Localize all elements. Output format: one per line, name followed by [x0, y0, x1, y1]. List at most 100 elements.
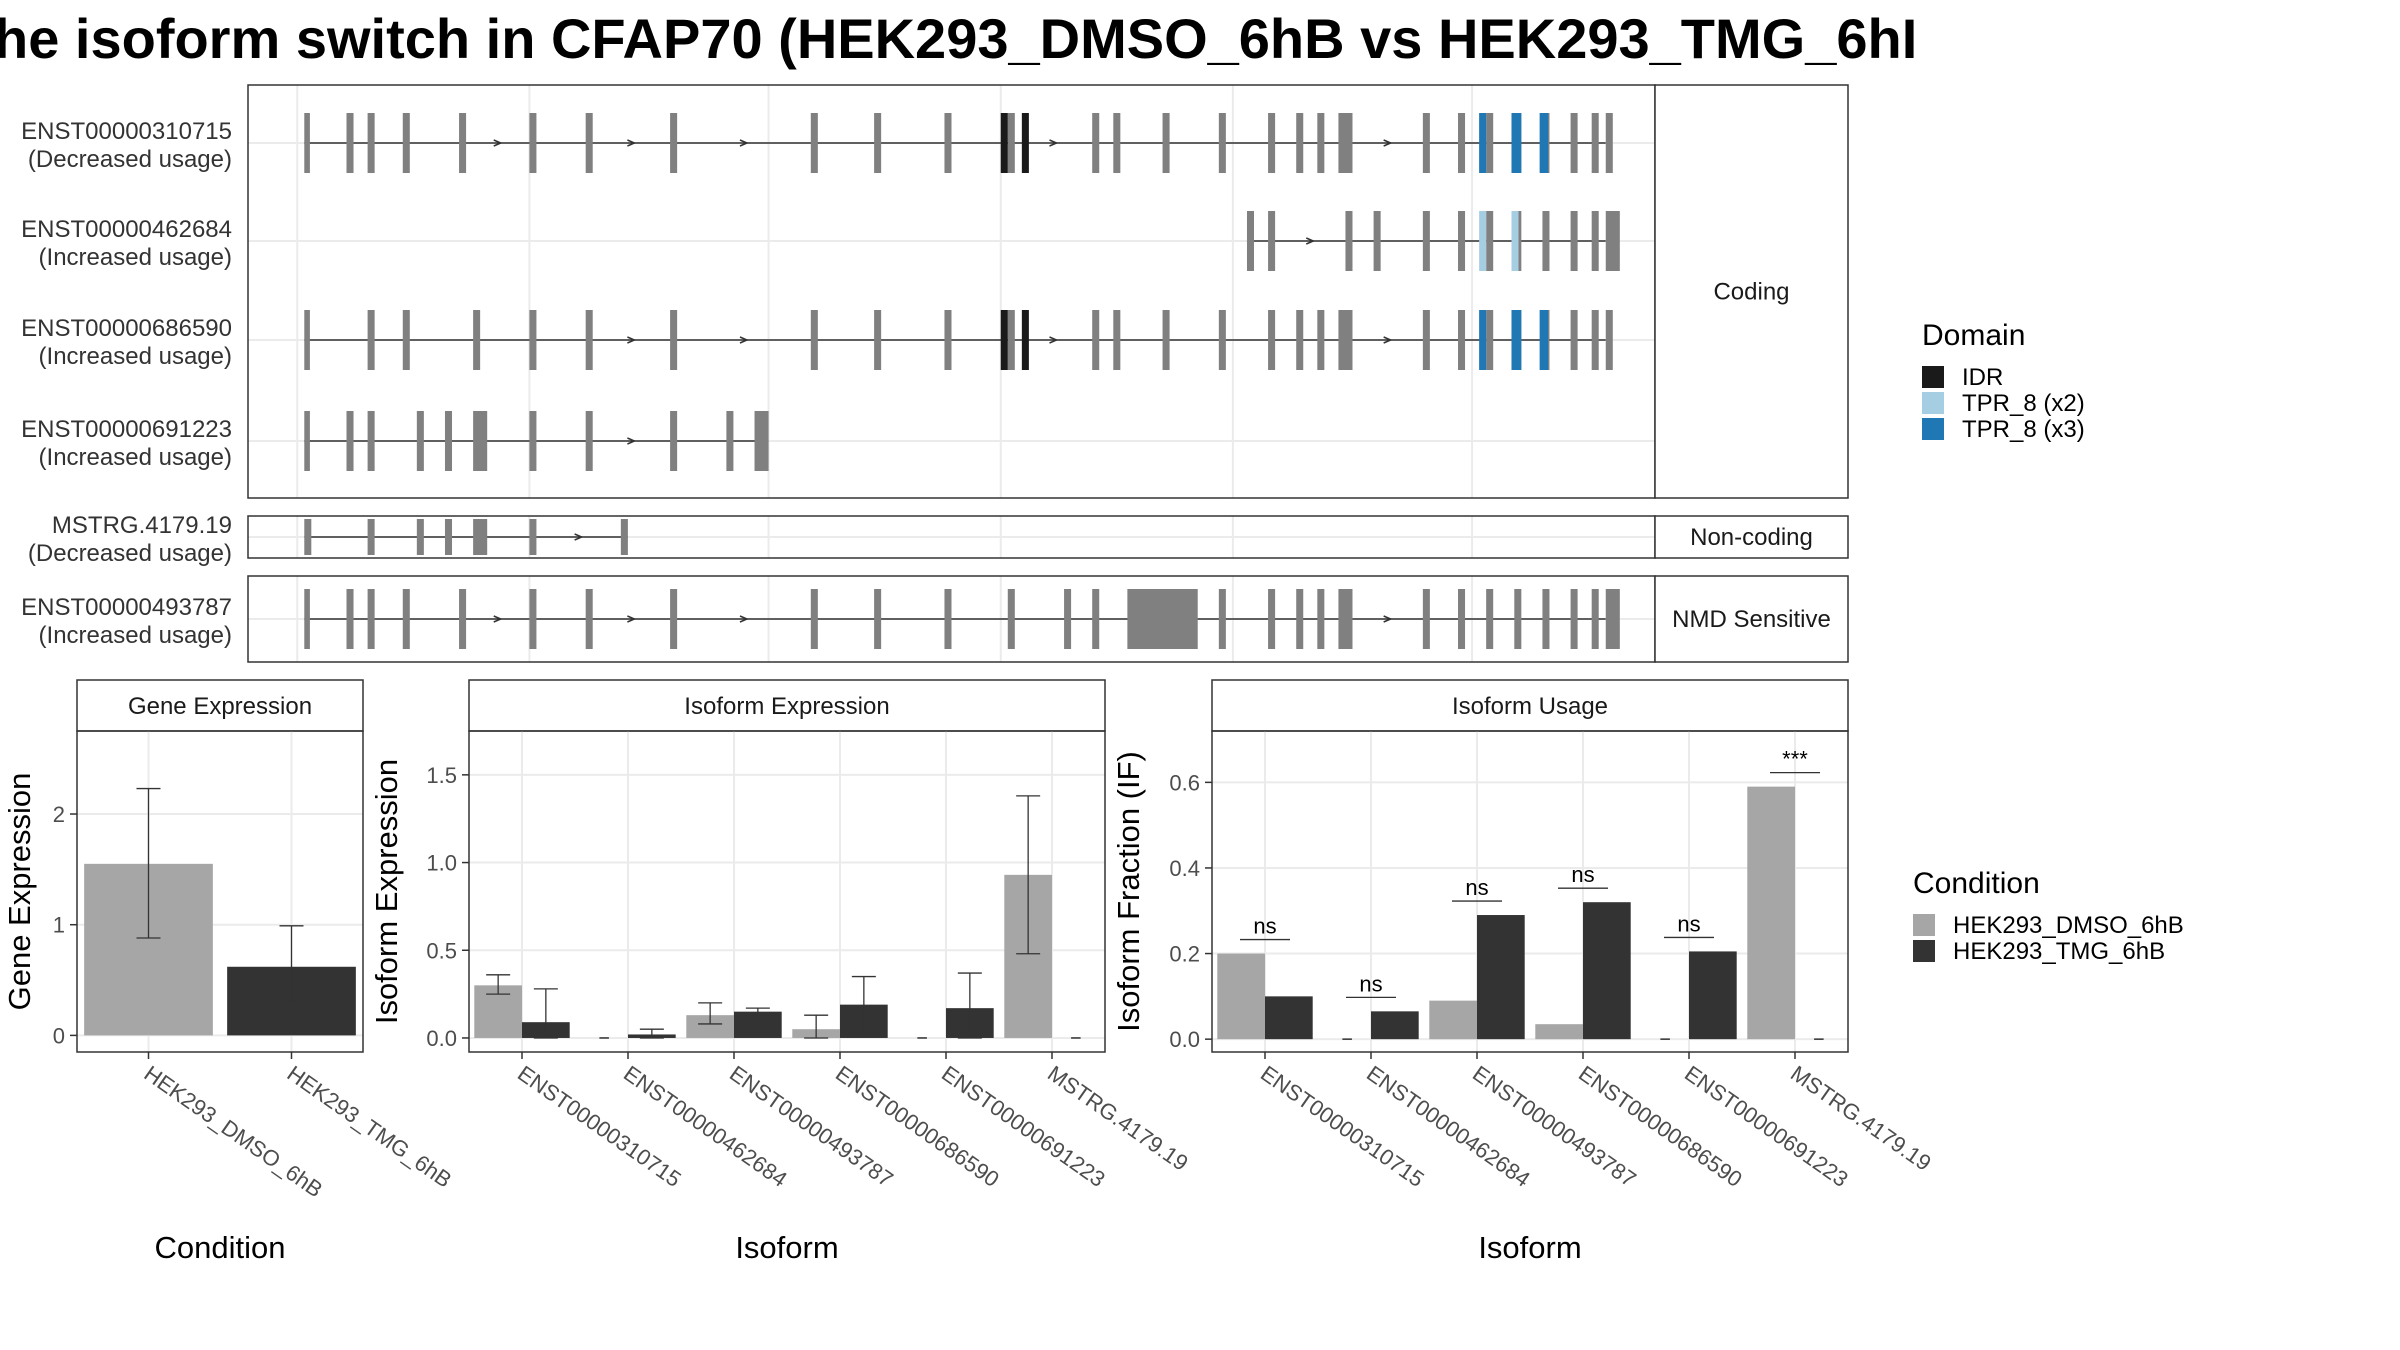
y-tick-label: 1.5 [426, 763, 457, 788]
domain-block [1539, 310, 1549, 370]
exon [1542, 211, 1550, 271]
bar [1747, 786, 1795, 1040]
direction-arrow [493, 615, 503, 623]
exon [1268, 589, 1276, 649]
x-axis-title: Isoform [1478, 1230, 1581, 1265]
exon [1422, 211, 1430, 271]
y-tick-label: 0 [53, 1023, 65, 1048]
exon [1486, 589, 1494, 649]
y-axis-title: Isoform Fraction (IF) [1111, 751, 1146, 1032]
direction-arrow [1383, 139, 1393, 147]
exon [810, 113, 818, 173]
bar [1689, 951, 1737, 1040]
exon [1338, 589, 1353, 649]
exon [1458, 211, 1466, 271]
exon [1338, 113, 1353, 173]
exon [1268, 211, 1276, 271]
exon [304, 519, 312, 555]
exon [1570, 211, 1578, 271]
exon [1317, 113, 1325, 173]
bar [1217, 953, 1265, 1040]
exon [1570, 589, 1578, 649]
exon [1591, 310, 1599, 370]
exon [1296, 589, 1304, 649]
domain-block [1479, 211, 1487, 271]
direction-arrow [627, 615, 637, 623]
exon [1605, 310, 1613, 370]
transcript-usage-label: (Increased usage) [39, 622, 232, 649]
bar [686, 1015, 734, 1038]
exon [1458, 113, 1466, 173]
exon [416, 411, 424, 471]
exon [1092, 310, 1100, 370]
domain-legend-swatch [1922, 418, 1944, 440]
structure-strip [1654, 515, 1849, 559]
exon [1317, 310, 1325, 370]
direction-arrow [739, 615, 749, 623]
bar-charts: Gene Expression012HEK293_DMSO_6hBHEK293_… [2, 679, 1936, 1265]
exon [1007, 310, 1015, 370]
domain-legend-swatch [1922, 366, 1944, 388]
exon [726, 411, 734, 471]
exon [459, 589, 467, 649]
exon [1246, 211, 1255, 271]
domain-block [1021, 113, 1029, 173]
transcript-usage-label: (Increased usage) [39, 244, 232, 271]
y-tick-label: 0.2 [1169, 942, 1200, 967]
exon [1338, 310, 1353, 370]
direction-arrow [627, 336, 637, 344]
exon [944, 310, 952, 370]
exon [459, 113, 467, 173]
domain-block [1511, 113, 1522, 173]
bar [1535, 1024, 1583, 1040]
significance-label: ns [1465, 875, 1488, 900]
exon [670, 113, 678, 173]
exon [346, 411, 354, 471]
exon [444, 519, 453, 555]
domain-block [1511, 310, 1522, 370]
exon [585, 310, 593, 370]
exon [1422, 589, 1430, 649]
exon [1296, 310, 1304, 370]
exon [304, 589, 310, 649]
domain-block [1000, 310, 1008, 370]
direction-arrow [1049, 336, 1059, 344]
exon [1317, 589, 1325, 649]
bar [1429, 1000, 1477, 1040]
direction-arrow [574, 533, 584, 541]
transcript-id-label: MSTRG.4179.19 [52, 512, 232, 539]
domain-block [1021, 310, 1029, 370]
exon [1422, 113, 1430, 173]
direction-arrow [627, 139, 637, 147]
exon [402, 589, 410, 649]
transcript-usage-label: (Increased usage) [39, 343, 232, 370]
exon [416, 519, 424, 555]
exon [1486, 310, 1494, 370]
domain-block [1539, 113, 1549, 173]
exon [585, 411, 593, 471]
exon [1218, 113, 1226, 173]
y-tick-label: 0.0 [1169, 1027, 1200, 1052]
significance-label: *** [1782, 747, 1808, 772]
plot-panel-border [468, 730, 1106, 1053]
exon [367, 411, 375, 471]
direction-arrow [1383, 336, 1393, 344]
exon [402, 113, 410, 173]
y-tick-label: 0.6 [1169, 770, 1200, 795]
bar [1371, 1011, 1419, 1040]
exon [1486, 211, 1494, 271]
exon [1458, 310, 1466, 370]
exon [402, 310, 410, 370]
exon [670, 411, 678, 471]
exon [1007, 589, 1015, 649]
exon [1296, 113, 1304, 173]
exon [1373, 211, 1381, 271]
exon [473, 411, 488, 471]
exon [1486, 113, 1494, 173]
exon [944, 589, 952, 649]
exon [1064, 589, 1072, 649]
significance-label: ns [1571, 862, 1594, 887]
exon [1570, 113, 1578, 173]
